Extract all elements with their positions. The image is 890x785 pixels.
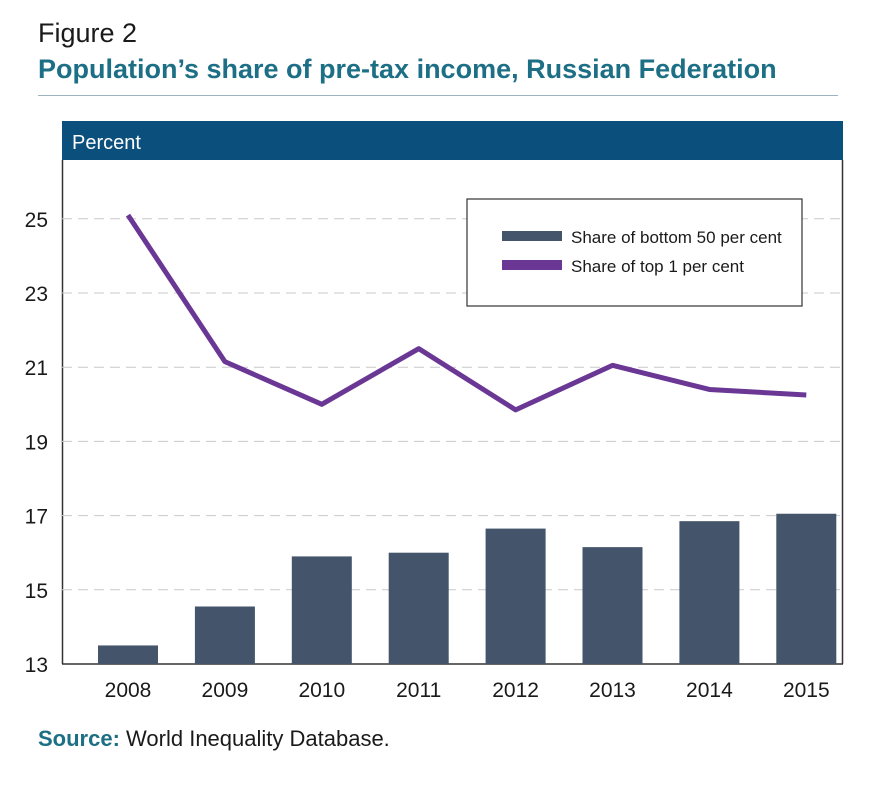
figure-title: Population’s share of pre-tax income, Ru… bbox=[38, 54, 777, 84]
y-tick-label-13: 13 bbox=[25, 654, 48, 677]
source-text: World Inequality Database. bbox=[126, 726, 390, 751]
legend-swatch-bars bbox=[502, 231, 562, 241]
x-tick-label-2009: 2009 bbox=[202, 679, 249, 702]
y-tick-label-23: 23 bbox=[25, 283, 48, 306]
bar-2012 bbox=[485, 528, 546, 664]
y-tick-label-15: 15 bbox=[25, 580, 48, 603]
legend-label-bars: Share of bottom 50 per cent bbox=[571, 228, 782, 247]
y-tick-label-17: 17 bbox=[25, 506, 48, 529]
x-tick-label-2014: 2014 bbox=[686, 679, 733, 702]
line-series bbox=[125, 213, 807, 413]
bar-2009 bbox=[194, 606, 255, 664]
x-axis-tick-labels: 2008 2009 2010 2011 2012 2013 2014 2015 bbox=[105, 679, 830, 702]
title-divider bbox=[38, 95, 838, 96]
bar-2014 bbox=[679, 521, 740, 664]
bar-2011 bbox=[388, 552, 449, 664]
bar-series bbox=[98, 513, 837, 664]
x-tick-label-2015: 2015 bbox=[783, 679, 830, 702]
y-tick-label-21: 21 bbox=[25, 357, 48, 380]
y-tick-label-19: 19 bbox=[25, 431, 48, 454]
bar-2008 bbox=[98, 645, 158, 664]
figure-label: Figure 2 bbox=[38, 18, 138, 48]
legend-box bbox=[466, 198, 803, 307]
legend-swatch-line bbox=[502, 260, 562, 270]
source-label: Source: bbox=[38, 726, 120, 751]
x-tick-label-2013: 2013 bbox=[589, 679, 636, 702]
bar-2010 bbox=[291, 556, 352, 664]
legend: Share of bottom 50 per cent Share of top… bbox=[466, 198, 803, 307]
x-tick-label-2010: 2010 bbox=[298, 679, 345, 702]
x-tick-label-2012: 2012 bbox=[492, 679, 539, 702]
x-tick-label-2011: 2011 bbox=[396, 679, 441, 702]
bar-2013 bbox=[582, 547, 643, 664]
legend-label-line: Share of top 1 per cent bbox=[571, 257, 744, 276]
bar-2015 bbox=[776, 513, 837, 664]
y-axis-tick-labels: 13 15 17 19 21 23 25 bbox=[25, 209, 48, 677]
y-tick-label-25: 25 bbox=[25, 209, 48, 232]
line-top-1-per-cent bbox=[125, 213, 807, 413]
panel-header-label: Percent bbox=[72, 132, 141, 154]
panel-header-bar bbox=[62, 121, 843, 160]
x-tick-label-2008: 2008 bbox=[105, 679, 152, 702]
source-note: Source: World Inequality Database. bbox=[38, 726, 390, 752]
